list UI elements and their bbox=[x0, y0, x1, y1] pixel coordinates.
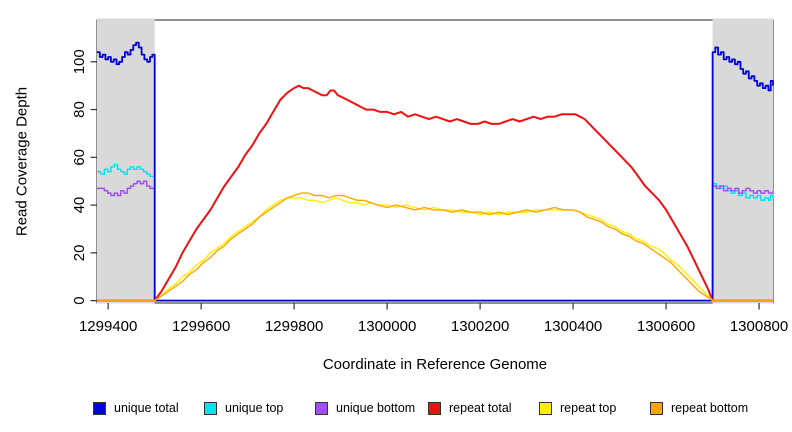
legend-item-unique-top: unique top bbox=[204, 401, 283, 415]
legend-item-repeat-top: repeat top bbox=[539, 401, 616, 415]
y-tick-label: 80 bbox=[71, 101, 88, 118]
series-line-unique-total bbox=[97, 41, 774, 302]
y-tick-label: 40 bbox=[71, 197, 88, 214]
x-tick-label: 1300600 bbox=[637, 318, 695, 335]
legend-swatch-repeat-bottom bbox=[650, 401, 663, 415]
shaded-region-right bbox=[712, 18, 773, 304]
legend-label: unique bottom bbox=[336, 401, 416, 415]
legend-label: unique top bbox=[225, 401, 284, 415]
legend-swatch-unique-top bbox=[204, 401, 217, 415]
legend-label: unique total bbox=[114, 401, 179, 415]
legend-item-unique-total: unique total bbox=[93, 401, 179, 415]
x-tick-label: 1299800 bbox=[265, 318, 323, 335]
legend-label: repeat total bbox=[449, 401, 512, 415]
legend-label: repeat bottom bbox=[671, 401, 749, 415]
y-axis-title: Read Coverage Depth bbox=[13, 86, 31, 237]
x-tick-label: 1300200 bbox=[451, 318, 509, 335]
y-tick-label: 100 bbox=[71, 49, 88, 74]
legend-item-repeat-bottom: repeat bottom bbox=[650, 401, 748, 415]
legend-swatch-repeat-top bbox=[539, 401, 552, 415]
x-tick-label: 1300400 bbox=[544, 318, 602, 335]
series-line-repeat-total bbox=[97, 84, 773, 302]
series-line-repeat-bottom bbox=[97, 192, 773, 302]
y-tick-label: 0 bbox=[71, 296, 88, 304]
legend-swatch-unique-bottom bbox=[315, 401, 328, 415]
series-line-repeat-top bbox=[97, 197, 773, 302]
y-tick-label: 20 bbox=[71, 245, 88, 262]
legend-item-unique-bottom: unique bottom bbox=[315, 401, 415, 415]
legend-label: repeat top bbox=[560, 401, 617, 415]
shaded-region-left bbox=[97, 18, 155, 304]
legend-swatch-unique-total bbox=[93, 401, 106, 415]
series-line-unique-top bbox=[97, 163, 774, 302]
legend-swatch-repeat-total bbox=[428, 401, 441, 415]
x-tick-label: 1300000 bbox=[358, 318, 416, 335]
x-tick-label: 1299600 bbox=[172, 318, 230, 335]
x-tick-label: 1300800 bbox=[730, 318, 788, 335]
x-tick-label: 1299400 bbox=[79, 318, 137, 335]
series-line-unique-bottom bbox=[97, 180, 774, 302]
y-tick-label: 60 bbox=[71, 149, 88, 166]
legend-item-repeat-total: repeat total bbox=[428, 401, 512, 415]
x-axis-title: Coordinate in Reference Genome bbox=[322, 356, 548, 373]
